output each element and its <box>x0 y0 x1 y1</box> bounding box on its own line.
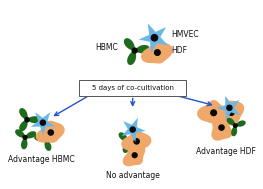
FancyBboxPatch shape <box>79 80 186 96</box>
Polygon shape <box>124 38 150 65</box>
Text: Advantage HDF: Advantage HDF <box>195 147 255 156</box>
Circle shape <box>219 125 224 130</box>
Circle shape <box>130 127 135 132</box>
Text: HBMC: HBMC <box>95 43 118 52</box>
Polygon shape <box>19 108 40 131</box>
Polygon shape <box>15 129 36 149</box>
Polygon shape <box>34 130 55 151</box>
Text: 5 days of co-cultivation: 5 days of co-cultivation <box>92 85 174 91</box>
Polygon shape <box>121 130 151 152</box>
Circle shape <box>211 110 216 116</box>
Circle shape <box>229 110 234 115</box>
Circle shape <box>132 153 137 158</box>
Polygon shape <box>217 96 240 120</box>
Circle shape <box>151 35 158 41</box>
Polygon shape <box>123 144 145 166</box>
Polygon shape <box>227 118 246 136</box>
Polygon shape <box>217 101 244 124</box>
Polygon shape <box>141 40 173 64</box>
Circle shape <box>48 130 53 135</box>
Polygon shape <box>119 132 139 153</box>
Circle shape <box>227 105 232 110</box>
Text: HDF: HDF <box>171 46 187 55</box>
Polygon shape <box>197 100 230 124</box>
Polygon shape <box>139 23 168 53</box>
Text: HMVEC: HMVEC <box>171 30 199 39</box>
Circle shape <box>155 50 160 55</box>
Polygon shape <box>211 113 232 141</box>
Polygon shape <box>31 112 55 136</box>
Circle shape <box>132 48 137 53</box>
Text: No advantage: No advantage <box>106 171 160 180</box>
Polygon shape <box>122 118 145 142</box>
Polygon shape <box>36 121 65 143</box>
Circle shape <box>126 139 130 143</box>
Circle shape <box>44 137 48 141</box>
Circle shape <box>25 118 29 122</box>
Circle shape <box>23 136 27 139</box>
Circle shape <box>134 139 139 144</box>
Circle shape <box>40 120 45 125</box>
Circle shape <box>234 124 237 127</box>
Text: Advantage HBMC: Advantage HBMC <box>8 155 74 164</box>
